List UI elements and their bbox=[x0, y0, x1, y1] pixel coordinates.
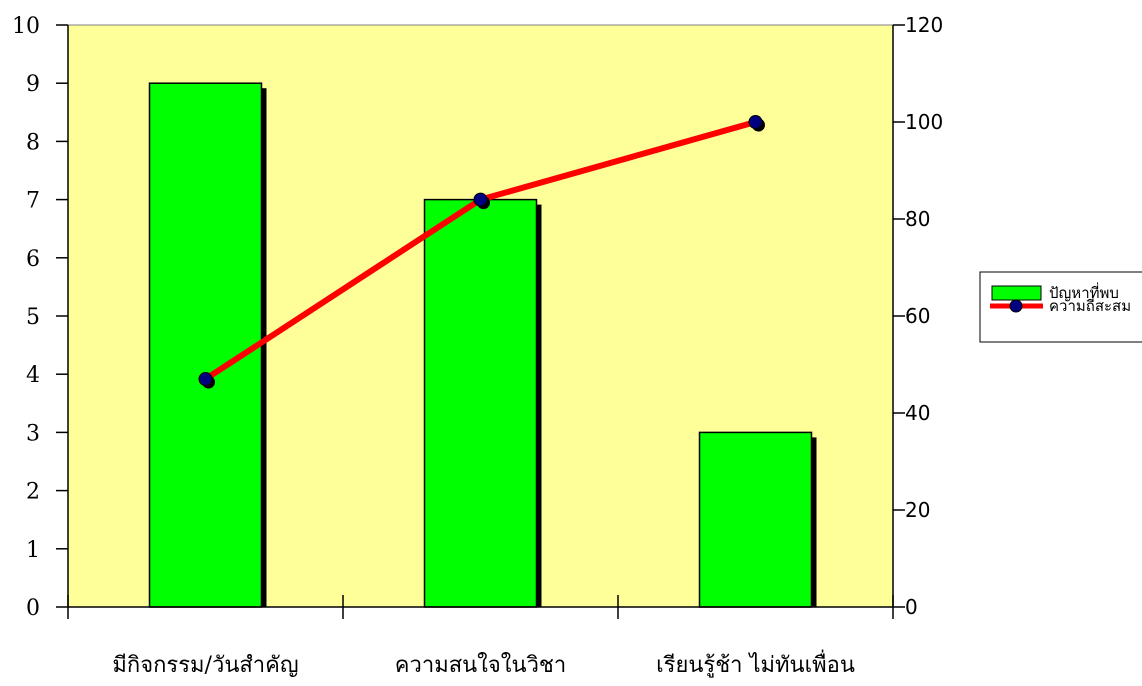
left-tick-label: 1 bbox=[26, 538, 40, 563]
left-tick-label: 10 bbox=[12, 14, 40, 39]
x-category-label: ความสนใจในวิชา bbox=[395, 652, 566, 678]
right-tick-label: 120 bbox=[905, 13, 943, 37]
axes-layer: 012345678910020406080100120มีกิจกรรม/วัน… bbox=[12, 13, 943, 678]
left-tick-label: 9 bbox=[26, 72, 40, 97]
right-tick-label: 40 bbox=[905, 401, 930, 425]
right-tick-label: 80 bbox=[905, 207, 930, 231]
left-tick-label: 2 bbox=[26, 480, 40, 505]
bar bbox=[698, 431, 813, 608]
left-tick-label: 8 bbox=[26, 130, 40, 155]
left-tick-label: 7 bbox=[26, 189, 40, 214]
legend-bar-label: ปัญหาที่พบ bbox=[1049, 282, 1119, 302]
right-tick-label: 100 bbox=[905, 110, 943, 134]
bar bbox=[148, 82, 263, 608]
left-tick-label: 4 bbox=[26, 363, 40, 388]
legend: ปัญหาที่พบ ความถี่สะสม bbox=[979, 271, 1142, 343]
left-tick-label: 0 bbox=[26, 596, 40, 621]
right-tick-label: 0 bbox=[905, 595, 918, 619]
line-layer bbox=[198, 115, 765, 389]
left-tick-label: 5 bbox=[26, 305, 40, 330]
line-point bbox=[198, 372, 213, 387]
x-category-label: มีกิจกรรม/วันสำคัญ bbox=[112, 653, 298, 678]
bars-layer bbox=[148, 82, 817, 608]
left-tick-label: 6 bbox=[26, 247, 40, 272]
legend-line-marker bbox=[1009, 299, 1023, 313]
legend-bar-swatch bbox=[991, 285, 1042, 301]
right-tick-label: 20 bbox=[905, 498, 930, 522]
left-tick-label: 3 bbox=[26, 421, 40, 446]
x-category-label: เรียนรู้ช้า ไม่ทันเพื่อน bbox=[656, 649, 855, 678]
line-point bbox=[748, 115, 763, 129]
legend-line-label: ความถี่สะสม bbox=[1049, 295, 1131, 315]
bar bbox=[423, 198, 538, 608]
line-point bbox=[473, 192, 488, 207]
right-tick-label: 60 bbox=[905, 304, 930, 328]
